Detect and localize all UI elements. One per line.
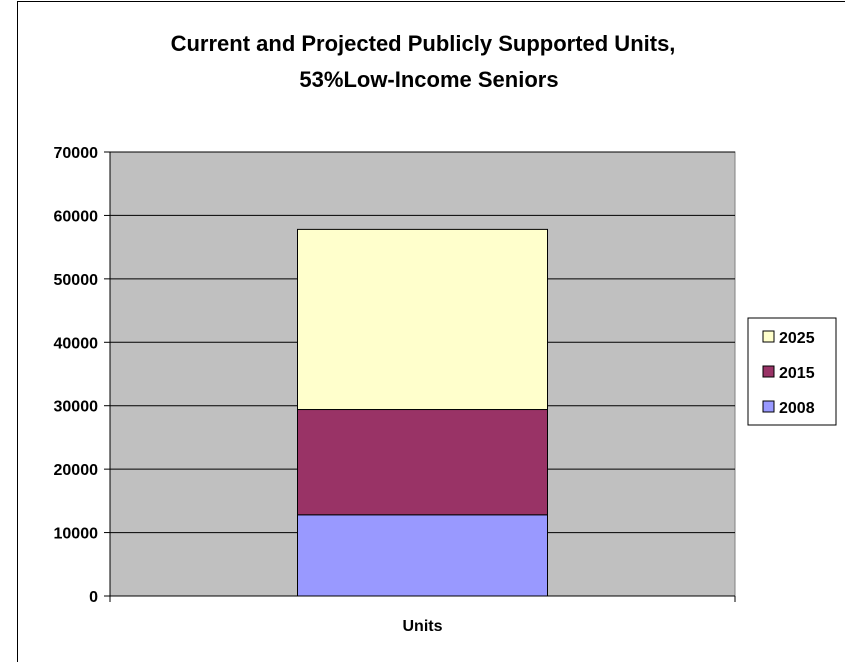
legend-swatch-2015 [762,365,775,378]
chart-frame [17,1,845,662]
y-tick-labels: 0 10000 20000 30000 40000 50000 60000 70000 [54,145,99,606]
y-tick-label: 0 [89,589,98,606]
bar-segment-2015 [297,409,548,516]
x-tick-labels: Units [403,618,443,635]
bar-segment-2008 [297,514,548,597]
legend-label-2025: 2025 [779,330,815,347]
axes [104,151,736,602]
bar-segment-2025 [297,228,548,411]
legend-label-2015: 2015 [779,365,815,382]
bars [297,228,548,597]
y-tick-label: 10000 [54,526,99,543]
x-category-label: Units [403,618,443,635]
legend: 2025 2015 2008 [747,317,837,426]
legend-swatch-2008 [762,400,775,413]
y-tick-label: 60000 [54,208,99,225]
chart-subtitle: 53%Low-Income Seniors [299,67,558,92]
y-tick-label: 50000 [54,272,99,289]
y-tick-label: 30000 [54,399,99,416]
y-tick-label: 70000 [54,145,99,162]
chart-title: Current and Projected Publicly Supported… [171,31,676,56]
y-tick-label: 20000 [54,462,99,479]
legend-label-2008: 2008 [779,400,815,417]
y-tick-label: 40000 [54,335,99,352]
legend-swatch-2025 [762,330,775,343]
